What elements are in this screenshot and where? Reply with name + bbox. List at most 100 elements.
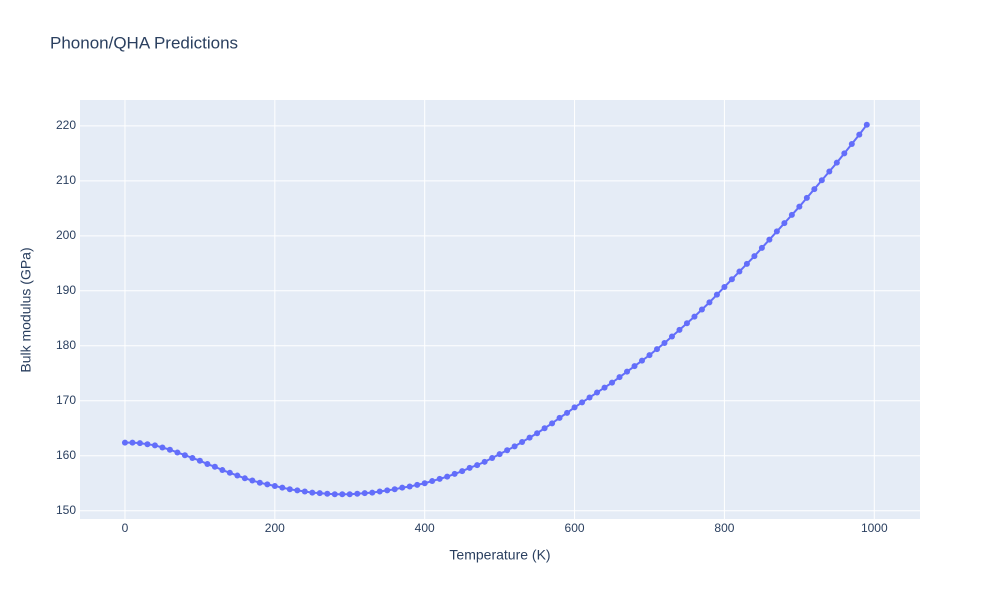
marker xyxy=(721,283,728,290)
y-tick-label: 170 xyxy=(56,393,76,407)
marker xyxy=(773,228,780,235)
marker xyxy=(631,363,638,370)
marker xyxy=(571,404,578,411)
marker xyxy=(136,440,143,447)
marker xyxy=(519,439,526,446)
marker xyxy=(833,159,840,166)
marker xyxy=(121,439,128,446)
marker xyxy=(826,168,833,175)
marker xyxy=(728,276,735,283)
marker xyxy=(766,236,773,243)
marker xyxy=(579,399,586,406)
marker xyxy=(436,475,443,482)
marker xyxy=(144,441,151,448)
marker xyxy=(129,439,136,446)
x-tick-label: 1000 xyxy=(861,521,888,535)
marker xyxy=(526,434,533,441)
marker xyxy=(818,177,825,184)
marker xyxy=(166,446,173,453)
marker xyxy=(189,454,196,461)
marker xyxy=(316,490,323,497)
marker xyxy=(743,260,750,267)
y-tick-label: 190 xyxy=(56,283,76,297)
marker xyxy=(848,140,855,147)
marker xyxy=(459,468,466,475)
marker xyxy=(668,333,675,340)
marker xyxy=(226,469,233,476)
marker xyxy=(286,486,293,493)
marker xyxy=(264,481,271,488)
x-tick-label: 200 xyxy=(265,521,285,535)
marker xyxy=(339,491,346,498)
marker xyxy=(414,481,421,488)
marker xyxy=(151,442,158,449)
marker xyxy=(511,443,518,450)
marker xyxy=(399,484,406,491)
marker xyxy=(256,479,263,486)
marker xyxy=(196,457,203,464)
marker xyxy=(346,491,353,498)
y-tick-label: 150 xyxy=(56,503,76,517)
marker xyxy=(489,454,496,461)
marker xyxy=(586,394,593,401)
marker xyxy=(856,131,863,138)
marker xyxy=(369,489,376,496)
marker xyxy=(466,464,473,471)
marker xyxy=(451,470,458,477)
marker xyxy=(691,313,698,320)
marker xyxy=(564,409,571,416)
marker xyxy=(271,483,278,490)
marker xyxy=(811,186,818,193)
y-tick-label: 210 xyxy=(56,173,76,187)
line xyxy=(124,124,868,496)
marker xyxy=(181,452,188,459)
marker xyxy=(361,490,368,497)
marker xyxy=(616,374,623,381)
marker xyxy=(159,444,166,451)
marker xyxy=(638,357,645,364)
marker xyxy=(249,477,256,484)
marker xyxy=(324,490,331,497)
x-tick-label: 0 xyxy=(122,521,129,535)
marker xyxy=(841,150,848,157)
marker xyxy=(534,430,541,437)
marker xyxy=(496,451,503,458)
y-tick-label: 200 xyxy=(56,228,76,242)
x-tick-label: 800 xyxy=(714,521,734,535)
marker xyxy=(609,379,616,386)
marker xyxy=(706,299,713,306)
marker xyxy=(444,473,451,480)
marker xyxy=(406,483,413,490)
marker xyxy=(653,346,660,353)
marker xyxy=(549,420,556,427)
marker xyxy=(601,384,608,391)
marker xyxy=(474,462,481,469)
marker xyxy=(594,389,601,396)
marker xyxy=(796,203,803,210)
marker xyxy=(309,489,316,496)
marker xyxy=(174,449,181,456)
y-tick-label: 180 xyxy=(56,338,76,352)
marker xyxy=(661,340,668,347)
marker xyxy=(294,487,301,494)
y-tick-label: 220 xyxy=(56,118,76,132)
marker xyxy=(241,475,248,482)
marker xyxy=(279,484,286,491)
x-axis-label: Temperature (K) xyxy=(449,547,550,563)
chart-title: Phonon/QHA Predictions xyxy=(50,33,238,52)
marker xyxy=(676,326,683,333)
marker xyxy=(624,368,631,375)
marker xyxy=(698,306,705,313)
marker xyxy=(211,463,218,470)
marker xyxy=(481,458,488,465)
marker xyxy=(354,490,361,497)
marker xyxy=(391,486,398,493)
marker xyxy=(683,320,690,327)
marker xyxy=(713,291,720,298)
marker xyxy=(301,488,308,495)
plot-area xyxy=(80,100,920,519)
marker xyxy=(758,244,765,251)
marker xyxy=(736,268,743,275)
marker xyxy=(781,220,788,227)
